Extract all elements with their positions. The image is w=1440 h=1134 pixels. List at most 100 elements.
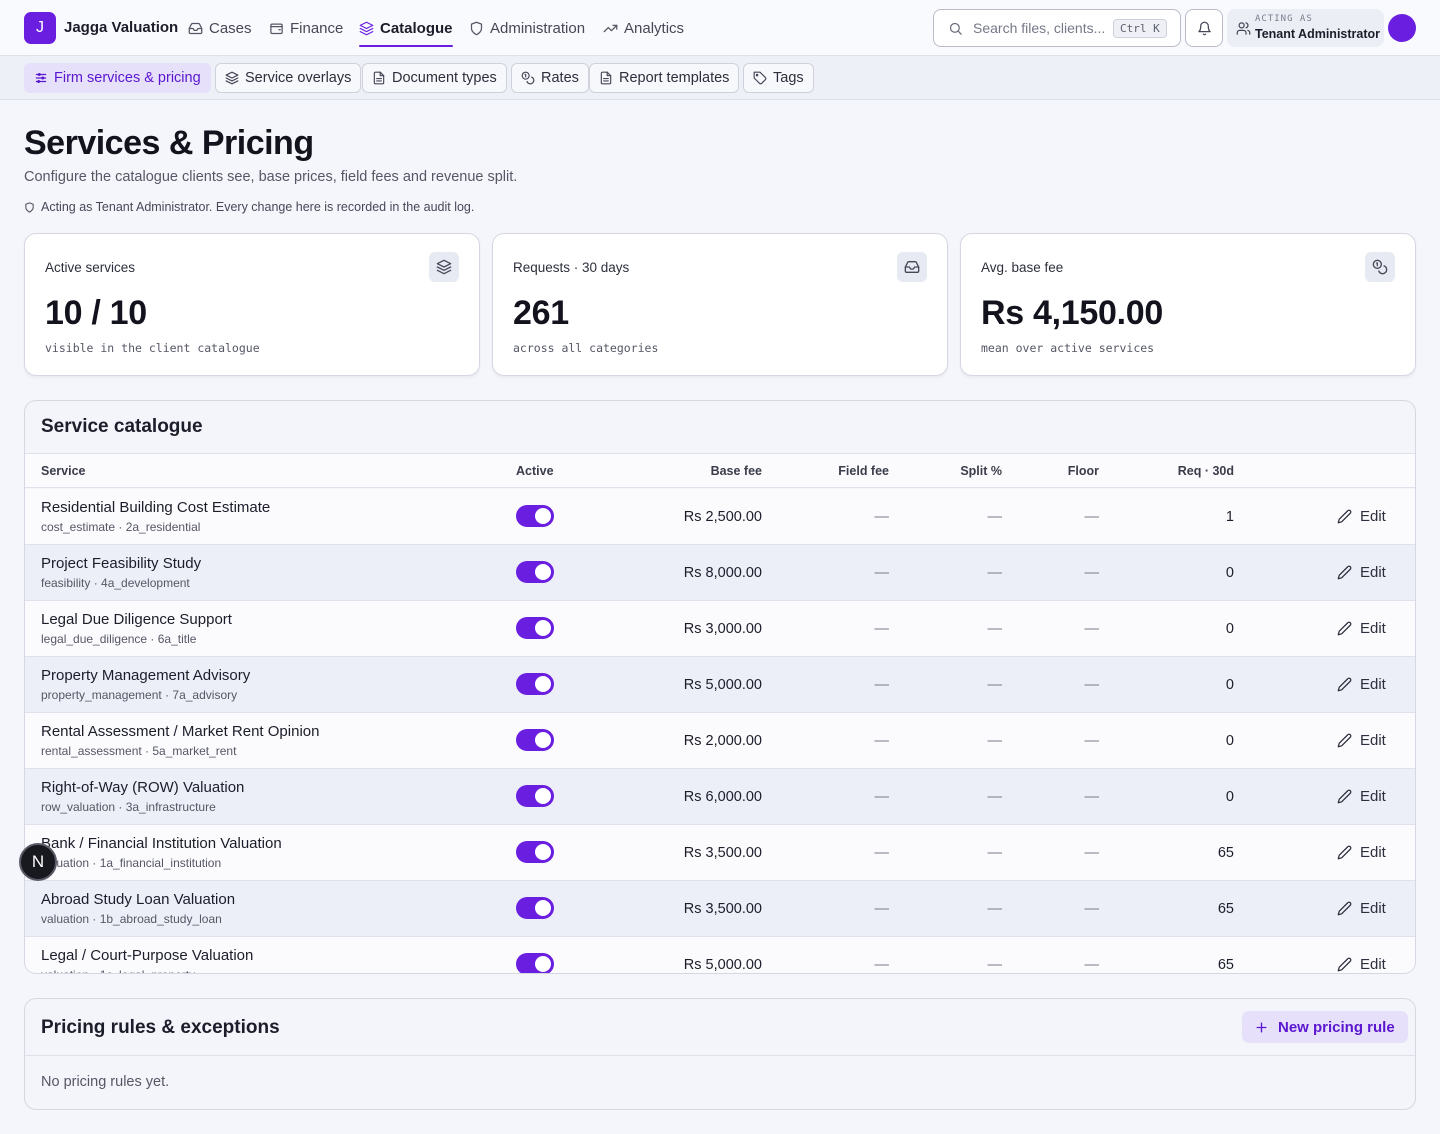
subtab-service-overlays[interactable]: Service overlays (215, 63, 362, 93)
column-header-floor[interactable]: Floor (1067, 464, 1099, 478)
search-shortcut-hint: Ctrl K (1113, 19, 1167, 38)
table-row[interactable]: Legal Due Diligence Support legal_due_di… (25, 601, 1415, 657)
column-header-split[interactable]: Split % (960, 464, 1002, 478)
stat-card-requests: Requests · 30 days 261 across all catego… (492, 233, 948, 376)
page-title: Services & Pricing (24, 124, 314, 162)
active-toggle[interactable] (516, 785, 554, 807)
app-logo[interactable]: J (24, 12, 56, 44)
pencil-icon (1337, 901, 1352, 916)
nav-label: Finance (290, 19, 344, 37)
floor-cell: — (1084, 621, 1100, 637)
active-toggle[interactable] (516, 841, 554, 863)
floor-cell: — (1084, 509, 1100, 525)
requests-cell: 65 (1217, 845, 1234, 861)
split-cell: — (987, 677, 1003, 693)
subtab-tags[interactable]: Tags (743, 63, 814, 93)
base-fee-cell: Rs 3,000.00 (683, 621, 762, 637)
table-row[interactable]: Residential Building Cost Estimate cost_… (25, 489, 1415, 545)
table-row[interactable]: Abroad Study Loan Valuation valuation · … (25, 881, 1415, 937)
base-fee-cell: Rs 8,000.00 (683, 565, 762, 581)
coins-icon (521, 71, 535, 85)
floor-cell: — (1084, 901, 1100, 917)
nav-finance[interactable]: Finance (269, 0, 343, 56)
notifications-button[interactable] (1185, 9, 1223, 47)
field-fee-cell: — (874, 509, 890, 525)
split-cell: — (987, 957, 1003, 973)
new-pricing-rule-label: New pricing rule (1278, 1018, 1395, 1036)
edit-button[interactable]: Edit (1337, 508, 1386, 525)
edit-label: Edit (1360, 900, 1386, 917)
active-toggle[interactable] (516, 673, 554, 695)
subtab-document-types[interactable]: Document types (362, 63, 507, 93)
nav-analytics[interactable]: Analytics (603, 0, 684, 56)
edit-button[interactable]: Edit (1337, 956, 1386, 973)
stat-card-avg-base-fee: Avg. base fee Rs 4,150.00 mean over acti… (960, 233, 1416, 376)
split-cell: — (987, 789, 1003, 805)
acting-as-switcher[interactable]: ACTING AS Tenant Administrator (1227, 9, 1384, 47)
layers-icon (359, 21, 374, 35)
table-row[interactable]: Bank / Financial Institution Valuation v… (25, 825, 1415, 881)
tag-icon (753, 71, 767, 85)
edit-button[interactable]: Edit (1337, 788, 1386, 805)
service-name: Property Management Advisory (41, 667, 251, 684)
new-pricing-rule-button[interactable]: New pricing rule (1242, 1011, 1408, 1043)
edit-label: Edit (1360, 676, 1386, 693)
table-row[interactable]: Legal / Court-Purpose Valuation valuatio… (25, 937, 1415, 973)
edit-button[interactable]: Edit (1337, 844, 1386, 861)
edit-button[interactable]: Edit (1337, 676, 1386, 693)
active-toggle[interactable] (516, 617, 554, 639)
nav-label: Analytics (624, 19, 685, 37)
service-name: Residential Building Cost Estimate (41, 499, 271, 516)
service-code: row_valuation · 3a_infrastructure (41, 800, 216, 814)
split-cell: — (987, 901, 1003, 917)
subtab-report-templates[interactable]: Report templates (589, 63, 740, 93)
edit-button[interactable]: Edit (1337, 620, 1386, 637)
edit-label: Edit (1360, 732, 1386, 749)
active-toggle[interactable] (516, 953, 554, 973)
column-header-active[interactable]: Active (516, 464, 554, 478)
nav-catalogue[interactable]: Catalogue (359, 0, 453, 56)
field-fee-cell: — (874, 789, 890, 805)
app-name[interactable]: Jagga Valuation (64, 19, 179, 36)
edit-button[interactable]: Edit (1337, 564, 1386, 581)
floor-cell: — (1084, 957, 1100, 973)
nav-cases[interactable]: Cases (188, 0, 252, 56)
pencil-icon (1337, 845, 1352, 860)
active-toggle[interactable] (516, 729, 554, 751)
panel-title: Pricing rules & exceptions (41, 1017, 280, 1038)
table-row[interactable]: Property Management Advisory property_ma… (25, 657, 1415, 713)
column-header-service[interactable]: Service (41, 464, 86, 478)
empty-state-text: No pricing rules yet. (41, 1074, 170, 1090)
edit-label: Edit (1360, 788, 1386, 805)
table-row[interactable]: Rental Assessment / Market Rent Opinion … (25, 713, 1415, 769)
edit-button[interactable]: Edit (1337, 732, 1386, 749)
user-avatar[interactable] (1388, 14, 1416, 42)
search-placeholder[interactable]: Search files, clients... (973, 20, 1106, 36)
column-header-field-fee[interactable]: Field fee (838, 464, 889, 478)
active-toggle[interactable] (516, 561, 554, 583)
service-name: Project Feasibility Study (41, 555, 202, 572)
audit-notice: Acting as Tenant Administrator. Every ch… (24, 200, 474, 214)
stat-icon (897, 252, 927, 282)
split-cell: — (987, 733, 1003, 749)
edit-button[interactable]: Edit (1337, 900, 1386, 917)
floor-cell: — (1084, 789, 1100, 805)
stat-label: Avg. base fee (981, 260, 1064, 275)
subtab-firm-services-pricing[interactable]: Firm services & pricing (24, 63, 211, 93)
nav-administration[interactable]: Administration (469, 0, 585, 56)
pencil-icon (1337, 621, 1352, 636)
table-row[interactable]: Right-of-Way (ROW) Valuation row_valuati… (25, 769, 1415, 825)
audit-notice-text: Acting as Tenant Administrator. Every ch… (41, 200, 475, 214)
stat-label: Active services (45, 260, 136, 275)
column-header-base-fee[interactable]: Base fee (710, 464, 762, 478)
floor-cell: — (1084, 565, 1100, 581)
global-search[interactable]: Search files, clients... Ctrl K (933, 9, 1181, 47)
column-header-requests[interactable]: Req · 30d (1177, 464, 1234, 478)
subtab-rates[interactable]: Rates (511, 63, 589, 93)
active-toggle[interactable] (516, 505, 554, 527)
base-fee-cell: Rs 3,500.00 (683, 845, 762, 861)
floor-cell: — (1084, 845, 1100, 861)
table-row[interactable]: Project Feasibility Study feasibility · … (25, 545, 1415, 601)
floating-assistant-button[interactable]: N (19, 843, 57, 881)
active-toggle[interactable] (516, 897, 554, 919)
